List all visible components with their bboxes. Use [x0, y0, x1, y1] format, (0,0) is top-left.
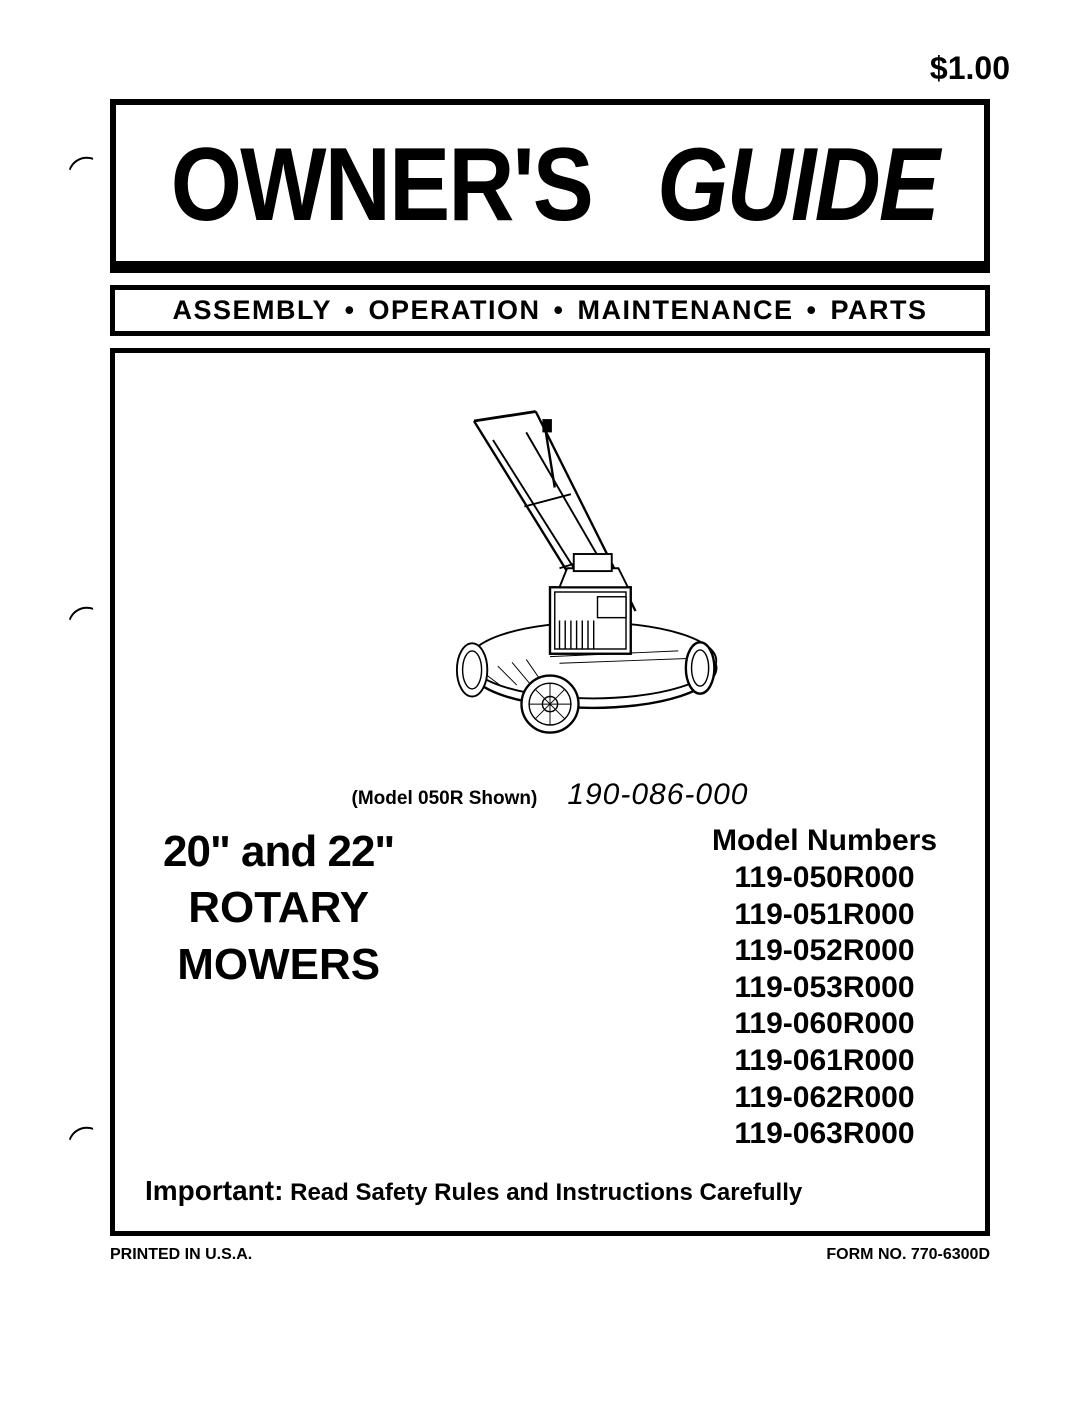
content-box: (Model 050R Shown) 190-086-000 20" and 2… [110, 348, 990, 1236]
model-number: 119-050R000 [712, 860, 937, 897]
page-container: ⌒ ⌒ ⌒ $1.00 OWNER'S GUIDE ASSEMBLY • OPE… [0, 0, 1080, 1409]
title-section: OWNER'S GUIDE [116, 105, 984, 267]
footer-left: PRINTED IN U.S.A. [110, 1246, 252, 1264]
illustration-caption-row: (Model 050R Shown) 190-086-000 [145, 778, 955, 812]
model-number: 119-061R000 [712, 1043, 937, 1080]
model-numbers-list: Model Numbers 119-050R000 119-051R000 11… [712, 824, 937, 1153]
subtitle-box: ASSEMBLY • OPERATION • MAINTENANCE • PAR… [110, 285, 990, 336]
mower-illustration-svg [360, 383, 740, 763]
model-number: 119-052R000 [712, 933, 937, 970]
footer-row: PRINTED IN U.S.A. FORM NO. 770-6300D [110, 1246, 990, 1264]
model-number: 119-051R000 [712, 897, 937, 934]
title-word-1: OWNER'S [171, 133, 592, 237]
scan-artifact: ⌒ [63, 146, 105, 194]
product-title: 20" and 22" ROTARY MOWERS [163, 824, 394, 993]
scan-artifact: ⌒ [63, 596, 105, 644]
model-number: 119-060R000 [712, 1006, 937, 1043]
illustration-mower [145, 383, 955, 768]
important-text: Read Safety Rules and Instructions Caref… [290, 1179, 802, 1206]
title-box: OWNER'S GUIDE [110, 99, 990, 273]
model-shown-caption: (Model 050R Shown) [352, 788, 538, 810]
price-label: $1.00 [110, 50, 1010, 87]
product-line-2: ROTARY [163, 880, 394, 936]
model-numbers-heading: Model Numbers [712, 824, 937, 858]
product-line-3: MOWERS [163, 937, 394, 993]
model-number: 119-063R000 [712, 1116, 937, 1153]
model-number: 119-062R000 [712, 1080, 937, 1117]
important-notice: Important: Read Safety Rules and Instruc… [145, 1175, 955, 1207]
product-model-row: 20" and 22" ROTARY MOWERS Model Numbers … [145, 824, 955, 1153]
handwritten-part-number: 190-086-000 [567, 778, 748, 812]
title-word-2: GUIDE [657, 133, 938, 237]
scan-artifact: ⌒ [63, 1116, 105, 1164]
model-number: 119-053R000 [712, 970, 937, 1007]
important-label: Important: [145, 1175, 283, 1206]
product-line-1: 20" and 22" [163, 824, 394, 880]
subtitle-text: ASSEMBLY • OPERATION • MAINTENANCE • PAR… [129, 295, 971, 326]
footer-right: FORM NO. 770-6300D [826, 1246, 990, 1264]
